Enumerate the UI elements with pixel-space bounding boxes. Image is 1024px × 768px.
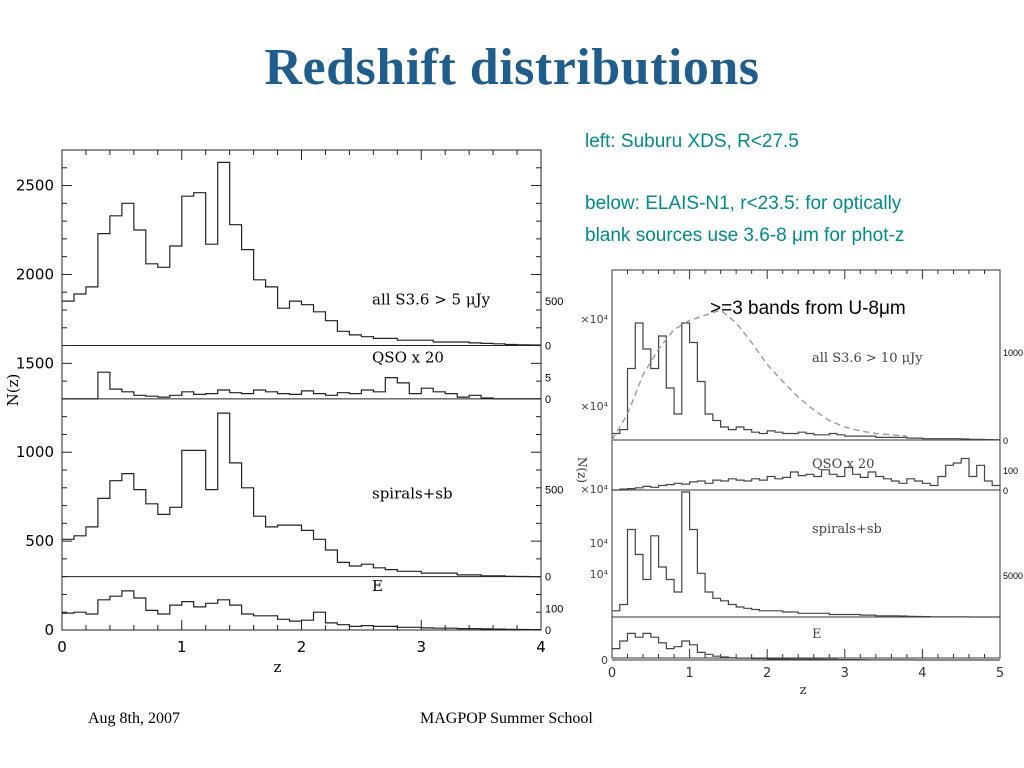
panel-scale-label: 500 bbox=[545, 296, 563, 308]
y-tick-label: ×10⁴ bbox=[580, 483, 608, 496]
panel-scale-label: 0 bbox=[545, 341, 551, 353]
panel-scale-label: 100 bbox=[1003, 466, 1018, 476]
histogram-series bbox=[612, 322, 1000, 441]
y-tick-label: 500 bbox=[25, 532, 54, 550]
histogram-series bbox=[612, 632, 1000, 661]
panel-scale-label: 100 bbox=[545, 604, 563, 616]
panel-scale-label: 0 bbox=[545, 394, 551, 406]
note-left-dataset: left: Suburu XDS, R<27.5 bbox=[585, 131, 799, 152]
panel-scale-label: 500 bbox=[545, 485, 563, 497]
panel-label: spirals+sb bbox=[372, 484, 453, 502]
y-tick-label: 10⁴ bbox=[590, 537, 609, 550]
y-tick-label: 2500 bbox=[16, 177, 54, 195]
x-axis-label: z bbox=[274, 658, 282, 676]
y-axis-label: N(z) bbox=[4, 374, 22, 407]
panel-scale-label: 5000 bbox=[1003, 571, 1023, 581]
y-tick-label: ×10⁴ bbox=[580, 313, 608, 326]
panel-label: E bbox=[812, 627, 822, 642]
panel-scale-label: 5 bbox=[545, 373, 551, 385]
slide-title: Redshift distributions bbox=[264, 39, 760, 96]
x-tick-label: 1 bbox=[177, 638, 187, 656]
y-tick-label: 10⁴ bbox=[590, 568, 609, 581]
panel-scale-label: 0 bbox=[545, 572, 551, 584]
y-tick-label: ×10⁴ bbox=[580, 400, 608, 413]
histogram-series bbox=[62, 161, 541, 346]
x-tick-label: 1 bbox=[685, 666, 693, 681]
y-axis-label: N(z) bbox=[575, 457, 589, 483]
x-tick-label: 2 bbox=[763, 666, 771, 681]
plot-frame bbox=[611, 269, 1001, 659]
x-tick-label: 4 bbox=[918, 666, 926, 681]
y-tick-label: 2000 bbox=[16, 265, 54, 283]
x-tick-label: 3 bbox=[841, 666, 849, 681]
histogram-series bbox=[62, 371, 541, 400]
bands-callout: >=3 bands from U-8μm bbox=[710, 298, 906, 319]
x-tick-label: 0 bbox=[57, 638, 67, 656]
panel-scale-label: 0 bbox=[1003, 486, 1008, 496]
panel-label: all S3.6 > 5 μJy bbox=[372, 291, 491, 309]
note-below-dataset: below: ELAIS-N1, r<23.5: for optically b… bbox=[585, 188, 904, 252]
histogram-series bbox=[62, 590, 541, 631]
histogram-series bbox=[612, 491, 1000, 618]
histogram-series bbox=[62, 412, 541, 578]
panel-scale-label: 0 bbox=[1003, 436, 1008, 446]
y-tick-label: 1000 bbox=[16, 443, 54, 461]
x-axis-label: z bbox=[800, 683, 807, 698]
x-tick-label: 5 bbox=[996, 666, 1004, 681]
y-tick-label: 0 bbox=[601, 654, 608, 667]
y-tick-label: 1500 bbox=[16, 354, 54, 372]
x-tick-label: 4 bbox=[536, 638, 546, 656]
panel-label: spirals+sb bbox=[812, 522, 882, 537]
panel-label: QSO x 20 bbox=[812, 457, 874, 472]
footer-date: Aug 8th, 2007 bbox=[88, 710, 180, 727]
note-below-line-2: blank sources use 3.6-8 μm for phot-z bbox=[585, 225, 905, 246]
x-tick-label: 3 bbox=[416, 638, 426, 656]
panel-label: E bbox=[372, 577, 383, 595]
panel-scale-label: 0 bbox=[545, 625, 551, 637]
panel-label: all S3.6 > 10 μJy bbox=[812, 351, 923, 366]
model-curve bbox=[611, 309, 907, 441]
panel-label: QSO x 20 bbox=[372, 348, 444, 366]
panel-scale-label: 1000 bbox=[1003, 348, 1023, 358]
y-tick-label: 0 bbox=[44, 621, 54, 639]
histogram-series bbox=[612, 457, 1000, 491]
footer-event: MAGPOP Summer School bbox=[420, 710, 593, 727]
note-below-line-1: below: ELAIS-N1, r<23.5: for optically bbox=[585, 193, 902, 214]
x-tick-label: 0 bbox=[608, 666, 616, 681]
x-tick-label: 2 bbox=[297, 638, 307, 656]
